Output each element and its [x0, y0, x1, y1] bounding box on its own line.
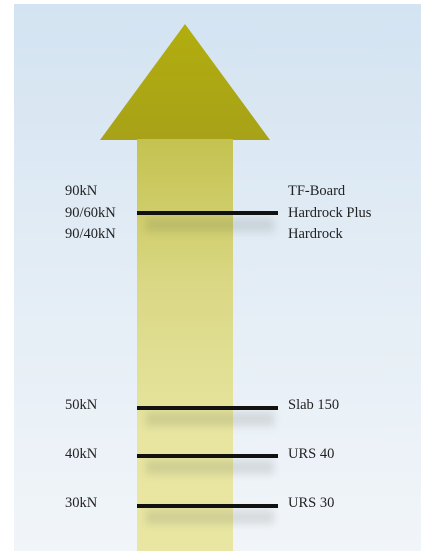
bar-shadow — [146, 412, 274, 426]
product-label: Hardrock Plus — [288, 205, 372, 221]
product-label: Slab 150 — [288, 397, 340, 413]
bar-shadow — [146, 460, 274, 474]
product-label: TF-Board — [288, 183, 346, 199]
level-bar-hardrock-plus — [137, 211, 278, 215]
bar-shadow — [146, 510, 274, 524]
product-label: URS 30 — [288, 495, 335, 511]
diagram-background: 90kN 90/60kN 90/40kN 50kN 40kN 30kN TF-B… — [14, 4, 421, 551]
level-bar-urs-30 — [137, 504, 278, 508]
force-label: 40kN — [65, 446, 98, 462]
force-label: 50kN — [65, 397, 98, 413]
bar-shadow — [146, 218, 274, 232]
arrow-shaft — [137, 139, 233, 551]
force-label: 90kN — [65, 183, 98, 199]
arrow-head — [100, 24, 270, 140]
level-bar-slab-150 — [137, 406, 278, 410]
product-label: URS 40 — [288, 446, 335, 462]
force-label: 90/40kN — [65, 226, 116, 242]
force-label: 90/60kN — [65, 205, 116, 221]
product-label: Hardrock — [288, 226, 343, 242]
force-label: 30kN — [65, 495, 98, 511]
level-bar-urs-40 — [137, 454, 278, 458]
